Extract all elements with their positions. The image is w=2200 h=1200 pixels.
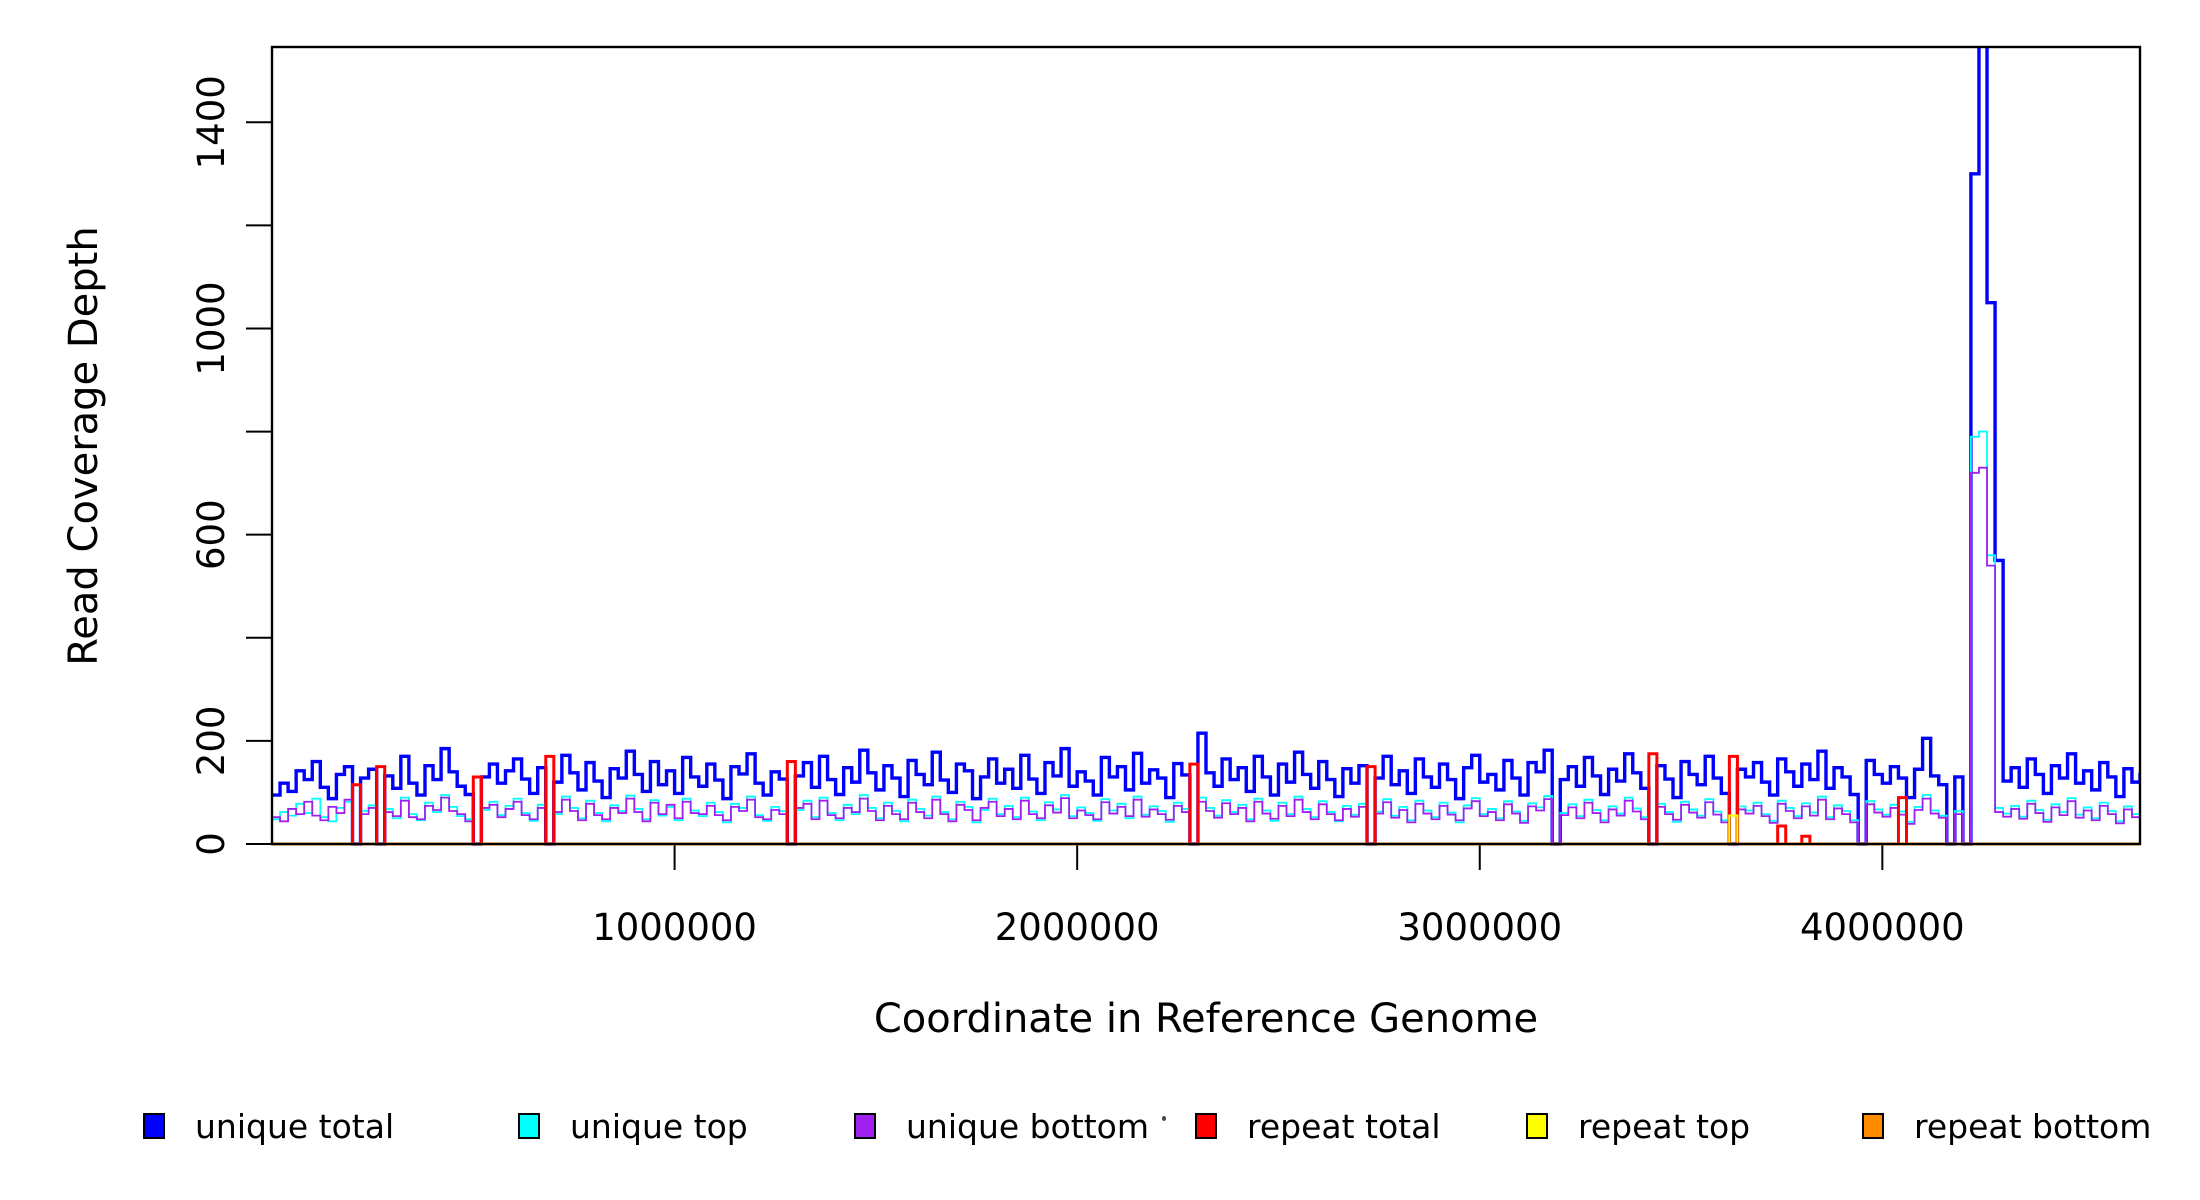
legend-swatch-icon (854, 1113, 876, 1139)
legend-swatch-icon (1862, 1113, 1884, 1139)
x-tick-label: 1000000 (592, 906, 757, 949)
legend-label: repeat total (1247, 1106, 1441, 1146)
x-tick-label: 2000000 (995, 906, 1160, 949)
legend-label: unique bottom (906, 1106, 1150, 1146)
legend-swatch-icon (1526, 1113, 1548, 1139)
legend-item-unique-top: unique top (518, 1100, 748, 1152)
x-tick-label: 4000000 (1800, 906, 1965, 949)
legend-swatch-icon (1195, 1113, 1217, 1139)
legend-item-repeat-total: repeat total (1195, 1100, 1441, 1152)
legend-label: repeat bottom (1914, 1106, 2152, 1146)
legend-swatch-icon (518, 1113, 540, 1139)
legend-item-repeat-top: repeat top (1526, 1100, 1750, 1152)
y-axis-title: Read Coverage Depth (61, 226, 107, 666)
series-unique-bottom (272, 466, 2140, 845)
y-tick-label: 1400 (190, 75, 233, 169)
coverage-plot: 1000000 2000000 3000000 4000000 0 200 600 1000 1… (190, 45, 2142, 949)
y-tick-label: 0 (190, 832, 233, 856)
y-tick-label: 200 (190, 706, 233, 777)
chart-legend: unique total unique top unique bottom repea… (0, 1100, 2200, 1160)
y-tick-label: 600 (190, 499, 233, 570)
plot-frame (270, 45, 2142, 846)
legend-item-unique-total: unique total (143, 1100, 394, 1152)
legend-swatch-icon (143, 1113, 165, 1139)
series-group (272, 48, 2140, 846)
legend-label: unique top (570, 1106, 748, 1146)
x-tick-label: 3000000 (1397, 906, 1562, 949)
legend-label: repeat top (1578, 1106, 1751, 1146)
y-tick-label: 1000 (190, 281, 233, 375)
legend-item-repeat-bottom: repeat bottom (1862, 1100, 2151, 1152)
x-axis-title: Coordinate in Reference Genome (873, 996, 1539, 1042)
series-unique-total (272, 48, 2140, 846)
legend-label: unique total (195, 1106, 395, 1146)
stray-dot-artifact (1162, 1116, 1166, 1121)
legend-item-unique-bottom: unique bottom (854, 1100, 1149, 1152)
